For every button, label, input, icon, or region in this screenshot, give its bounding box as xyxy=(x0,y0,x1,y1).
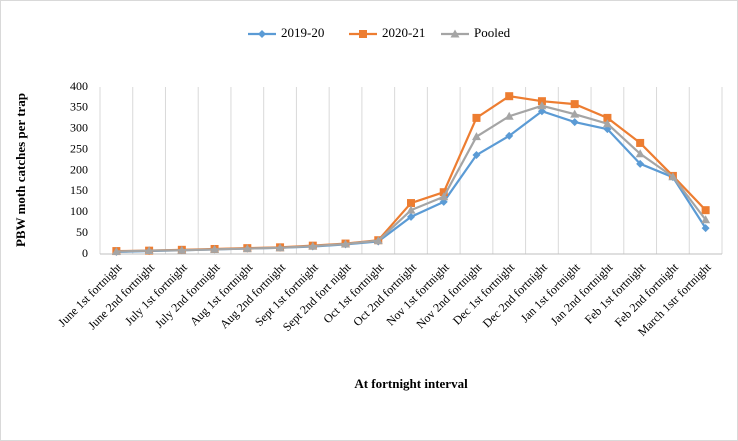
point xyxy=(602,119,612,128)
point xyxy=(373,236,383,245)
point xyxy=(635,149,645,158)
y-tick-label: 250 xyxy=(70,141,88,155)
point xyxy=(450,29,460,38)
y-tick-label: 50 xyxy=(76,225,88,239)
y-tick-label: 400 xyxy=(70,79,88,93)
point xyxy=(505,92,514,101)
point xyxy=(603,113,612,122)
point xyxy=(406,205,416,214)
point xyxy=(242,244,252,253)
y-tick-label: 0 xyxy=(82,246,88,260)
point xyxy=(471,132,481,141)
point xyxy=(407,199,415,208)
y-tick-label: 100 xyxy=(70,204,88,218)
point xyxy=(308,241,318,250)
point xyxy=(570,118,579,127)
y-tick-label: 200 xyxy=(70,162,88,176)
point xyxy=(537,101,547,110)
point xyxy=(258,30,266,38)
point xyxy=(341,239,351,248)
y-tick-label: 300 xyxy=(70,121,88,135)
point xyxy=(505,131,514,140)
point xyxy=(210,244,220,253)
point xyxy=(636,138,645,147)
point xyxy=(407,212,415,221)
point xyxy=(537,97,546,106)
legend-label: Pooled xyxy=(474,25,511,40)
point xyxy=(472,113,481,122)
point xyxy=(177,245,187,254)
point xyxy=(504,111,514,120)
point xyxy=(668,172,678,181)
y-tick-label: 350 xyxy=(70,100,88,114)
point xyxy=(570,109,580,118)
point xyxy=(701,224,710,233)
point xyxy=(359,30,367,38)
point xyxy=(701,215,711,224)
x-axis-title: At fortnight interval xyxy=(354,376,468,391)
point xyxy=(439,192,449,201)
y-tick-label: 150 xyxy=(70,183,88,197)
point xyxy=(636,159,645,168)
point xyxy=(570,100,579,109)
point xyxy=(144,246,154,255)
point xyxy=(472,151,481,160)
point xyxy=(439,188,448,197)
legend-label: 2019-20 xyxy=(281,25,324,40)
legend-label: 2020-21 xyxy=(382,25,425,40)
point xyxy=(701,206,710,215)
point xyxy=(275,243,285,252)
point xyxy=(111,246,121,255)
y-axis-title: PBW moth catches per trap xyxy=(13,93,28,247)
